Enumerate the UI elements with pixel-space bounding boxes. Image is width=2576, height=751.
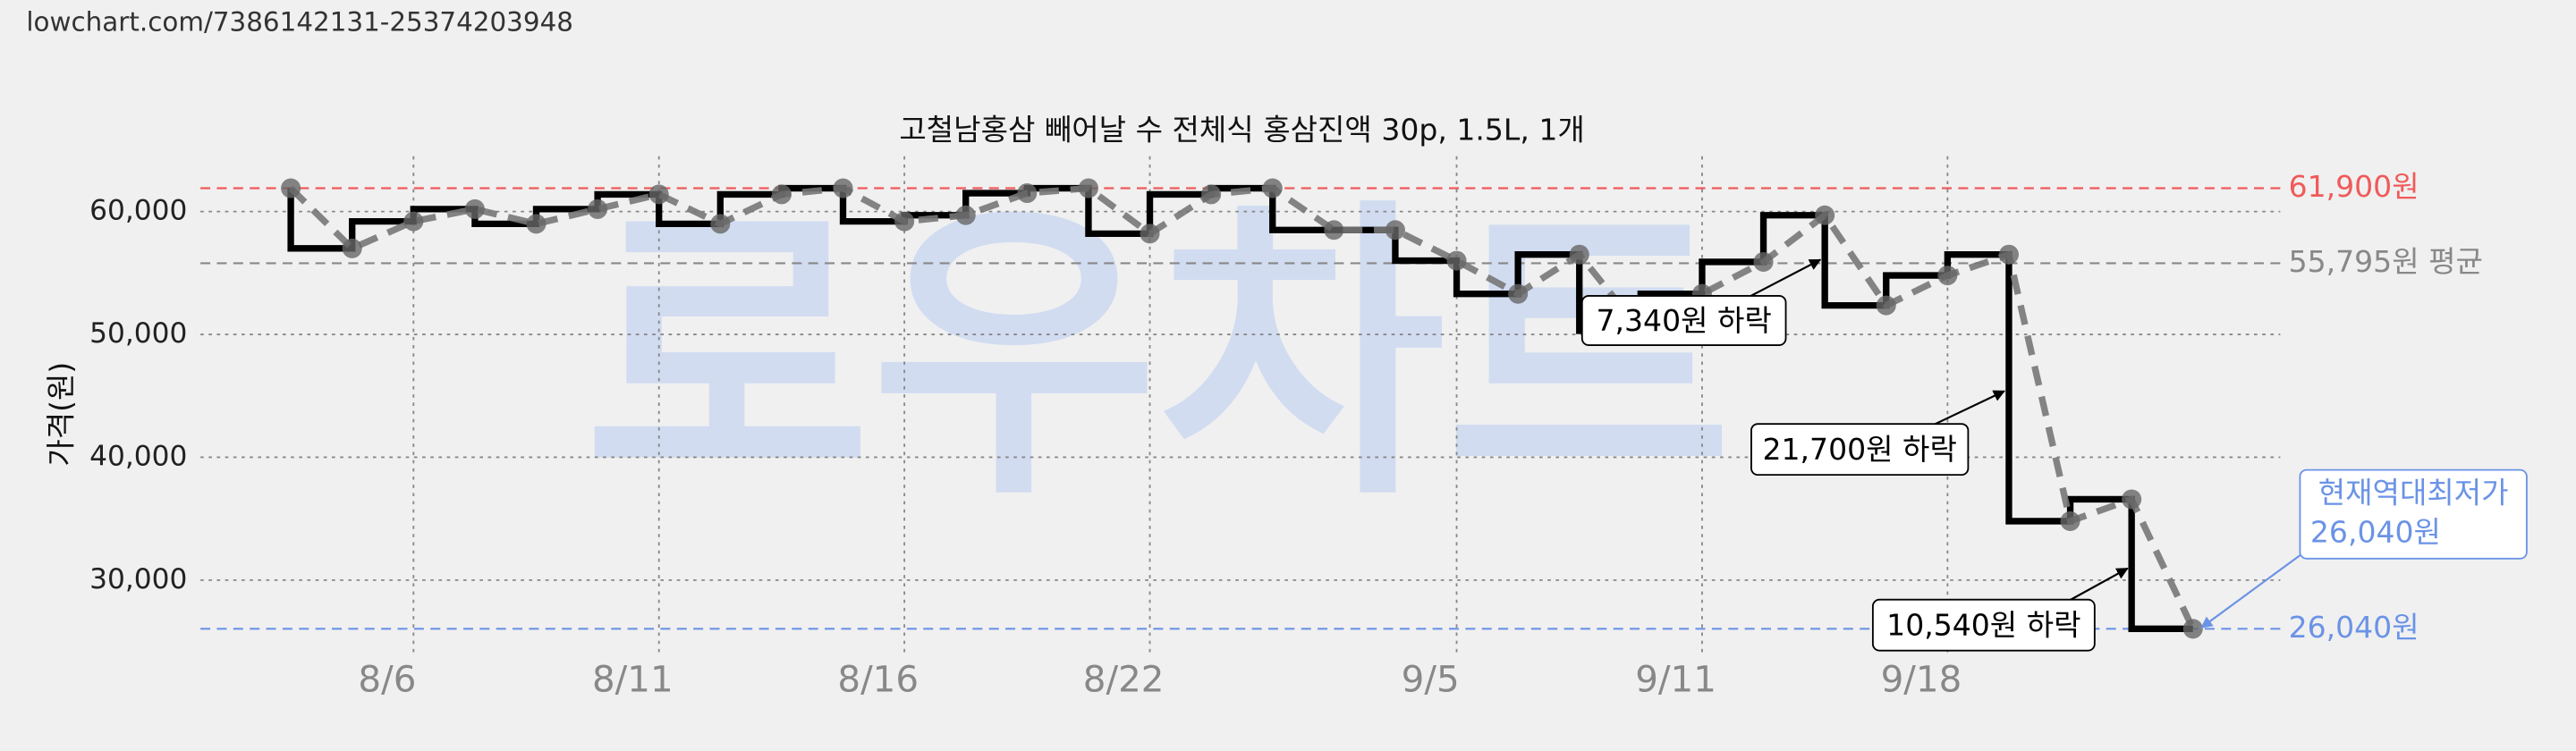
point [1937, 266, 1958, 286]
reference-label: 55,795원 평균 [2289, 244, 2483, 279]
x-tick-label: 8/6 [358, 658, 416, 701]
point [1262, 178, 1283, 198]
annotation-arrow [1935, 390, 2006, 426]
point [1324, 220, 1344, 240]
low-arrow [2200, 554, 2301, 629]
chart-title: 고철남홍삼 빼어날 수 전체식 홍삼진액 30p, 1.5L, 1개 [899, 113, 1584, 148]
point [1446, 250, 1467, 271]
y-tick-label: 60,000 [89, 195, 187, 227]
annotation-box [1750, 423, 1970, 477]
point [648, 184, 669, 205]
x-tick-label: 8/16 [837, 658, 919, 701]
y-axis-label: 가격(원) [43, 362, 78, 467]
reference-label: 26,040원 [2289, 610, 2419, 645]
y-tick-label: 50,000 [89, 317, 187, 350]
point [2122, 489, 2142, 510]
low-label: 26,040원 [2310, 515, 2441, 550]
annotation-text: 7,340원 하락 [1596, 303, 1771, 338]
point [833, 178, 853, 198]
point [526, 214, 547, 234]
point [1815, 205, 1835, 225]
point [1017, 183, 1038, 204]
y-tick-label: 30,000 [89, 563, 187, 595]
annotation-arrow [2061, 567, 2129, 606]
point [1569, 244, 1589, 265]
annotation-arrow [1741, 258, 1822, 302]
point [1201, 184, 1222, 205]
point [1078, 178, 1098, 198]
point [2060, 511, 2080, 531]
reference-label: 61,900원 [2289, 169, 2419, 204]
dashed-line [288, 184, 2197, 630]
point [2182, 619, 2203, 639]
point [281, 178, 301, 198]
x-tick-label: 8/11 [592, 658, 674, 701]
x-tick-label: 9/5 [1402, 658, 1460, 701]
point [1876, 295, 1896, 316]
point [955, 205, 976, 225]
point [1998, 244, 2019, 265]
point [1385, 220, 1405, 240]
point [342, 238, 362, 258]
point [894, 211, 915, 232]
point [710, 214, 731, 234]
point [464, 198, 485, 219]
x-tick-label: 8/22 [1083, 658, 1165, 701]
y-tick-label: 40,000 [89, 440, 187, 472]
annotation-box [1871, 598, 2096, 652]
point [771, 184, 792, 205]
point [1753, 251, 1774, 272]
point [588, 198, 608, 219]
low-title: 현재역대최저가 [2318, 476, 2509, 511]
point [1140, 224, 1160, 244]
x-tick-label: 9/18 [1881, 658, 1962, 701]
x-tick-label: 9/11 [1635, 658, 1716, 701]
url: lowchart.com/7386142131-25374203948 [26, 7, 573, 38]
point [403, 211, 424, 232]
annotation-text: 21,700원 하락 [1763, 432, 1957, 467]
low-box [2299, 468, 2528, 560]
annotation-text: 10,540원 하락 [1886, 608, 2080, 643]
annotation-box [1580, 295, 1787, 346]
point [1508, 283, 1529, 304]
